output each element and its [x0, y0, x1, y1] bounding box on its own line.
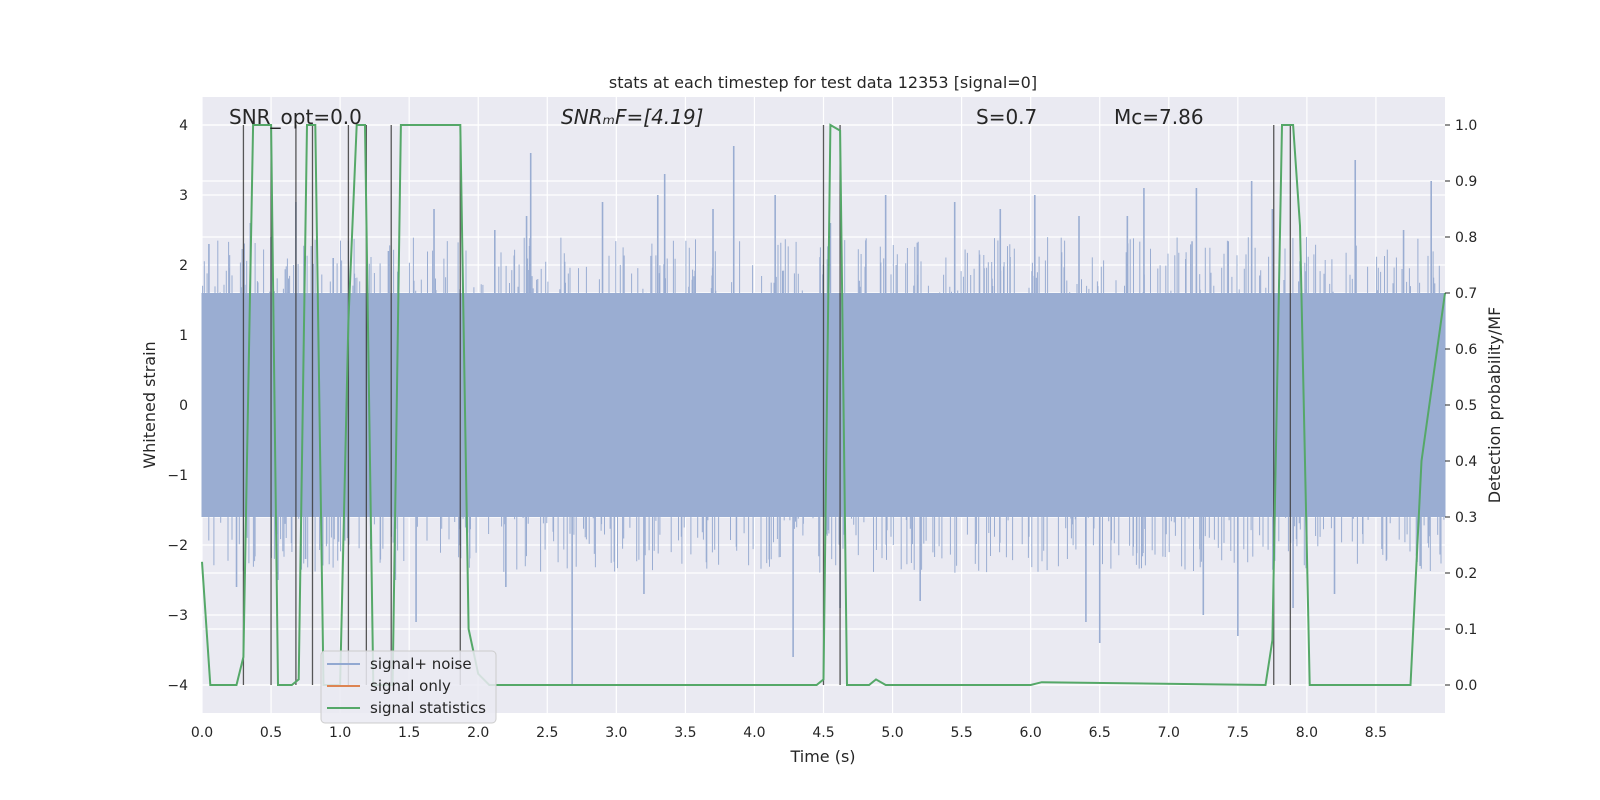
y2-axis-ticks: 1.0 0.9 0.8 0.7 0.6 0.5 0.4 0.3 0.2 0.1 0.0 [1445, 118, 1477, 694]
x-tick-label: 3.0 [605, 725, 627, 741]
y-tick-label: 2 [179, 258, 188, 274]
y2-tick-label: 0.8 [1455, 230, 1477, 246]
annotation-snr-mf: SNRₘF=[4.19] [561, 105, 703, 129]
y2-tick-label: 0.4 [1455, 454, 1477, 470]
x-tick-label: 4.5 [812, 725, 834, 741]
x-tick-label: 2.5 [536, 725, 558, 741]
x-tick-label: 0.0 [191, 725, 213, 741]
y-tick-label: 4 [179, 118, 188, 134]
x-tick-label: 3.5 [674, 725, 696, 741]
x-axis-ticks: 0.0 0.5 1.0 1.5 2.0 2.5 3.0 3.5 4.0 4.5 5.0 5.5 6.0 6… [191, 725, 1387, 741]
annotations: SNR_opt=0.0 SNRₘF=[4.19] S=0.7 Mc=7.86 [229, 105, 1204, 129]
y-tick-label: −4 [167, 678, 188, 694]
y2-axis-label: Detection probability/MF [1485, 307, 1504, 504]
x-tick-label: 6.0 [1020, 725, 1042, 741]
annotation-spin: S=0.7 [976, 105, 1037, 129]
x-tick-label: 0.5 [260, 725, 282, 741]
detection-markers [242, 125, 1291, 685]
x-tick-label: 2.0 [467, 725, 489, 741]
y-axis-label: Whitened strain [140, 341, 159, 468]
legend-label-noise: signal+ noise [370, 655, 472, 673]
y2-tick-label: 0.1 [1455, 622, 1477, 638]
y-tick-label: −3 [167, 608, 188, 624]
y-tick-label: −1 [167, 468, 188, 484]
x-tick-label: 4.0 [743, 725, 765, 741]
x-tick-label: 8.0 [1296, 725, 1318, 741]
legend-box [320, 650, 497, 724]
x-tick-label: 5.5 [950, 725, 972, 741]
y2-tick-label: 0.9 [1455, 174, 1477, 190]
y2-tick-label: 0.6 [1455, 342, 1477, 358]
y-axis-ticks: 4 3 2 1 0 −1 −2 −3 −4 [167, 118, 188, 694]
annotation-chirp-mass: Mc=7.86 [1114, 105, 1204, 129]
x-tick-label: 6.5 [1089, 725, 1111, 741]
y-tick-label: 3 [179, 188, 188, 204]
annotation-snr-opt: SNR_opt=0.0 [229, 105, 362, 129]
x-tick-label: 1.5 [398, 725, 420, 741]
x-tick-label: 5.0 [881, 725, 903, 741]
x-axis-label: Time (s) [789, 747, 855, 766]
y2-tick-label: 1.0 [1455, 118, 1477, 134]
y-tick-label: 0 [179, 398, 188, 414]
y2-tick-label: 0.2 [1455, 566, 1477, 582]
legend-label-statistics: signal statistics [370, 699, 486, 717]
x-tick-label: 7.5 [1227, 725, 1249, 741]
y-tick-label: 1 [179, 328, 188, 344]
y2-tick-label: 0.0 [1455, 678, 1477, 694]
y2-tick-label: 0.7 [1455, 286, 1477, 302]
y2-tick-label: 0.5 [1455, 398, 1477, 414]
x-tick-label: 1.0 [329, 725, 351, 741]
y-tick-label: −2 [167, 538, 188, 554]
legend-label-signal-only: signal only [370, 677, 451, 695]
legend: signal+ noise signal only signal statist… [320, 650, 497, 724]
x-tick-label: 7.0 [1158, 725, 1180, 741]
y2-tick-label: 0.3 [1455, 510, 1477, 526]
chart-title: stats at each timestep for test data 123… [609, 73, 1037, 92]
x-tick-label: 8.5 [1365, 725, 1387, 741]
